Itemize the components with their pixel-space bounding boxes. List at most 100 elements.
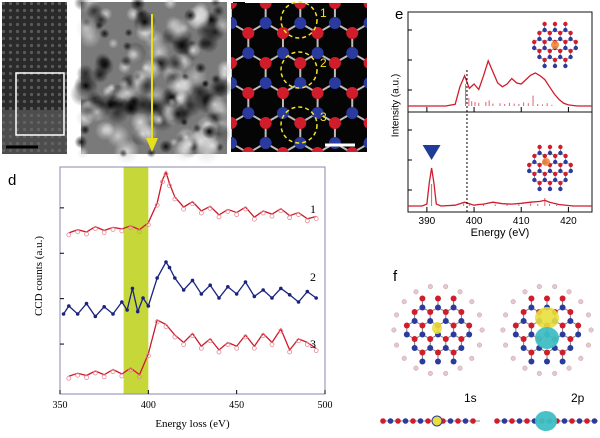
panel-label-e: e xyxy=(395,6,404,23)
spectrum-point-1 xyxy=(225,209,231,214)
bond xyxy=(214,233,231,243)
nitrogen-atom xyxy=(547,48,553,54)
boron-atom xyxy=(467,197,479,209)
noise-blob xyxy=(208,79,228,99)
nitrogen-atom xyxy=(563,57,568,63)
spectrum-point-2 xyxy=(155,276,159,280)
nitrogen-atom xyxy=(542,21,547,27)
nitrogen-atom xyxy=(568,30,573,36)
boron-atom xyxy=(537,186,542,192)
nitrogen-atom xyxy=(398,0,410,9)
spectrum-point-2 xyxy=(141,296,145,300)
nitrogen-atom xyxy=(547,144,553,150)
panel-e-plot: 390 400 410 420 xyxy=(407,11,593,227)
spectrum-point-3 xyxy=(278,328,284,334)
nitrogen-atom xyxy=(346,267,358,279)
nitrogen-atom xyxy=(450,207,462,219)
panel-c-lattice xyxy=(214,0,531,299)
boron-atom xyxy=(528,304,535,311)
boron-atom xyxy=(552,63,558,69)
spectrum-point-1 xyxy=(260,210,266,216)
nitrogen-atom xyxy=(381,27,393,39)
orbital-lobe-1s-side xyxy=(431,415,443,427)
hydrogen-atom xyxy=(394,312,400,318)
orbital-lobe-2p-upper xyxy=(535,307,559,329)
bond xyxy=(387,263,404,273)
boron-atom xyxy=(411,345,418,351)
noise-blob xyxy=(100,122,115,137)
boron-atom xyxy=(294,257,306,269)
nitrogen-atom xyxy=(557,48,563,54)
boron-atom xyxy=(346,287,358,299)
nitrogen-atom xyxy=(242,267,254,279)
nitrogen-atom xyxy=(528,349,535,356)
boron-atom xyxy=(547,36,553,42)
spectrum-point-1 xyxy=(243,206,248,212)
spectrum-point-1 xyxy=(278,208,284,214)
bond xyxy=(335,173,352,183)
bond xyxy=(404,0,421,3)
boron-atom xyxy=(294,197,306,209)
bond xyxy=(352,263,369,273)
nitrogen-atom xyxy=(537,30,542,36)
noise-blob xyxy=(99,28,110,39)
boron-atom xyxy=(346,227,358,239)
spectrum-point-1 xyxy=(287,215,293,221)
bond xyxy=(456,23,473,33)
bond xyxy=(370,113,387,123)
bond xyxy=(300,173,317,183)
spectrum-point-2 xyxy=(67,304,71,308)
hydrogen-atom xyxy=(500,327,506,333)
nitrogen-atom xyxy=(502,117,514,129)
bond xyxy=(439,173,456,183)
nitrogen-atom xyxy=(558,162,563,168)
nitrogen-atom xyxy=(519,267,531,279)
noise-blob xyxy=(86,102,107,123)
bond xyxy=(456,53,473,63)
noise-blob xyxy=(218,68,231,81)
boron-atom xyxy=(512,331,519,338)
bond xyxy=(439,0,456,3)
hydrogen-atom xyxy=(522,365,528,371)
spectrum-point-2 xyxy=(243,280,248,284)
boron-atom xyxy=(502,137,514,149)
boron-atom xyxy=(312,167,324,179)
nitrogen-atom xyxy=(433,0,445,9)
boron-atom xyxy=(363,77,367,89)
boron-atom xyxy=(559,358,566,365)
spectrum-point-1 xyxy=(172,196,178,202)
bond xyxy=(352,173,369,183)
noise-blob xyxy=(130,112,150,133)
noise-blob xyxy=(194,62,207,74)
hydrogen-atom xyxy=(443,284,449,290)
hydrogen-atom xyxy=(413,365,419,371)
nitrogen-atom xyxy=(329,177,341,189)
boron-atom xyxy=(559,331,566,338)
spectrum-point-2 xyxy=(130,286,135,291)
x-tick-label: 350 xyxy=(53,400,68,411)
spectrum-point-2 xyxy=(287,293,292,297)
nitrogen-atom xyxy=(537,180,542,186)
spectrum-point-1 xyxy=(251,216,257,222)
nitrogen-atom xyxy=(559,295,566,302)
bond xyxy=(318,233,335,243)
nitrogen-atom xyxy=(433,117,445,129)
boron-atom xyxy=(552,159,558,165)
boron-atom xyxy=(259,137,272,149)
spectrum-point-2 xyxy=(84,301,89,306)
bond xyxy=(491,263,508,273)
bond xyxy=(335,263,352,273)
boron-atom xyxy=(277,167,289,179)
bond xyxy=(473,83,490,93)
nitrogen-atom xyxy=(455,418,461,424)
bond xyxy=(404,53,421,63)
boron-atom xyxy=(329,197,341,209)
boron-atom xyxy=(485,167,497,179)
nitrogen-atom xyxy=(294,3,307,9)
bond xyxy=(439,113,456,123)
boron-atom xyxy=(346,107,359,119)
boron-atom xyxy=(485,287,497,299)
boron-atom xyxy=(416,107,428,119)
spectrum-point-3 xyxy=(154,319,160,325)
boron-atom xyxy=(573,45,578,51)
